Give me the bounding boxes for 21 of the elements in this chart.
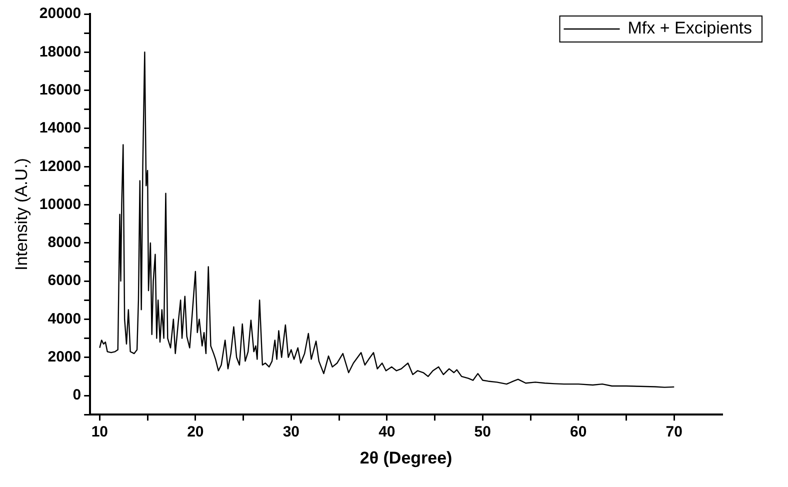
y-tick-label: 6000 — [48, 272, 82, 290]
x-axis-title: 2θ (Degree) — [360, 448, 452, 468]
x-tick-label: 40 — [378, 424, 396, 441]
x-tick-label: 20 — [187, 424, 204, 441]
y-tick-label: 4000 — [48, 310, 82, 328]
y-tick-label: 20000 — [39, 5, 82, 22]
y-tick-label: 2000 — [48, 348, 82, 366]
y-tick-label: 18000 — [39, 43, 82, 60]
x-tick-label: 50 — [474, 424, 491, 441]
y-tick-label: 8000 — [48, 234, 82, 252]
x-tick-label: 30 — [282, 424, 300, 441]
y-axis-title: Intensity (A.U.) — [12, 158, 31, 271]
y-tick-label: 0 — [72, 386, 82, 404]
y-tick-label: 14000 — [39, 120, 82, 137]
y-tick-label: 10000 — [39, 196, 82, 213]
x-tick-label: 60 — [570, 424, 587, 441]
legend-label: Mfx + Excipients — [628, 18, 752, 38]
x-tick-label: 70 — [666, 424, 682, 441]
y-tick-label: 16000 — [39, 81, 82, 98]
x-tick-label: 10 — [91, 424, 108, 441]
y-tick-label: 12000 — [39, 158, 82, 175]
